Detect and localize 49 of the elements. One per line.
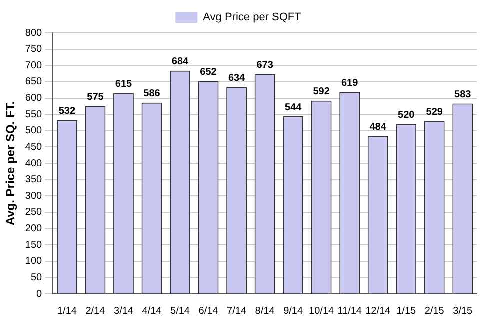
data-label: 532 [58,106,76,118]
x-tick-label: 8/14 [255,306,276,317]
x-tick-label: 12/14 [366,306,392,317]
y-tick-label: 150 [25,240,43,251]
y-tick-label: 100 [25,256,43,268]
data-label: 684 [172,56,190,68]
y-tick-label: 350 [25,174,43,186]
data-label: 652 [200,67,218,78]
x-tick-label: 1/14 [57,306,78,317]
x-tick-label: 3/14 [114,306,134,317]
y-tick-label: 250 [25,207,43,218]
data-label: 615 [115,79,133,90]
y-tick-label: 650 [25,76,43,88]
y-tick-label: 400 [25,158,43,170]
x-tick-label: 2/14 [86,306,106,317]
data-label: 520 [398,110,416,122]
data-label: 586 [144,88,161,100]
y-tick-label: 300 [25,190,43,202]
x-tick-label: 3/15 [453,306,474,317]
data-label: 619 [341,78,359,89]
y-tick-label: 600 [25,93,43,104]
data-label: 544 [284,102,302,114]
x-tick-label: 11/14 [338,306,362,317]
x-tick-label: 5/14 [170,306,190,317]
data-label: 529 [426,107,444,118]
y-tick-label: 550 [25,109,43,120]
y-tick-label: 0 [36,288,43,300]
x-tick-label: 1/15 [396,306,417,317]
data-label: 673 [256,60,274,72]
y-tick-label: 700 [25,60,43,72]
data-label: 575 [87,92,104,104]
y-axis-title: Avg. Price per SQ. FT. [4,101,18,226]
x-tick-label: 10/14 [309,306,335,317]
y-tick-label: 800 [25,28,43,39]
data-label: 484 [370,122,387,133]
x-tick-label: 9/14 [284,306,304,317]
legend-label: Avg Price per SQFT [203,12,302,24]
data-label: 583 [454,90,472,101]
y-tick-label: 200 [25,224,43,234]
data-label: 592 [313,86,330,98]
y-tick-label: 500 [25,126,43,137]
x-tick-label: 6/14 [198,306,219,317]
x-tick-label: 4/14 [142,306,162,317]
y-tick-label: 750 [25,44,43,56]
x-tick-label: 2/15 [424,306,445,317]
data-label: 634 [228,72,246,84]
x-tick-label: 7/14 [227,306,247,317]
y-tick-label: 450 [25,142,43,153]
y-tick-label: 50 [30,272,43,284]
